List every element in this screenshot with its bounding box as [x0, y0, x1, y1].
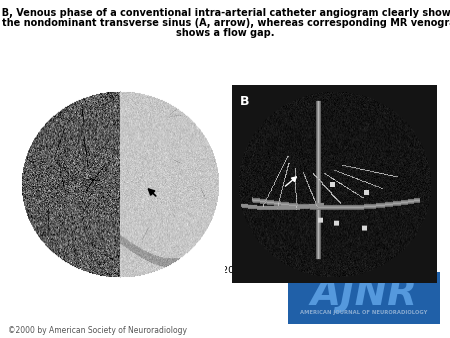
Bar — [288, 272, 440, 324]
Text: within the nondominant transverse sinus (A, arrow), whereas corresponding MR ven: within the nondominant transverse sinus … — [0, 18, 450, 28]
Text: ©2000 by American Society of Neuroradiology: ©2000 by American Society of Neuroradiol… — [8, 326, 187, 335]
Text: shows a flow gap.: shows a flow gap. — [176, 28, 274, 38]
Text: A: A — [23, 95, 33, 108]
Text: AMERICAN JOURNAL OF NEURORADIOLOGY: AMERICAN JOURNAL OF NEURORADIOLOGY — [300, 310, 428, 315]
Text: R. H. Ayanzen et al. AJNR Am J Neuroradiol 2000;21:74-78: R. H. Ayanzen et al. AJNR Am J Neuroradi… — [18, 266, 292, 275]
Text: A and B, Venous phase of a conventional intra-arterial catheter angiogram clearl: A and B, Venous phase of a conventional … — [0, 8, 450, 18]
Text: AJNR: AJNR — [310, 275, 418, 313]
Text: B: B — [240, 95, 250, 108]
